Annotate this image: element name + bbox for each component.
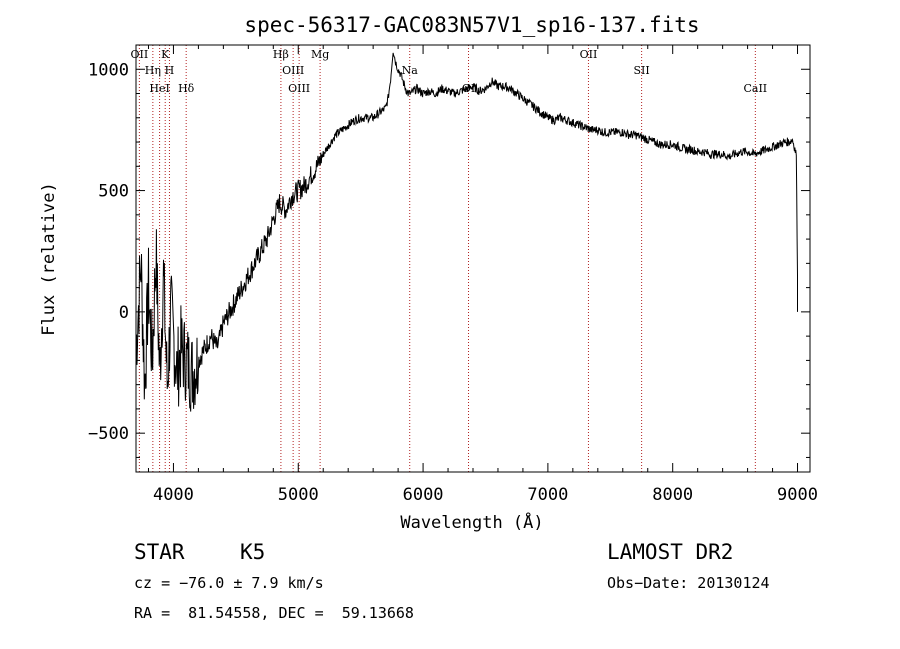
spectral-line-label: Hβ (273, 48, 289, 61)
plot-frame (135, 44, 811, 473)
spectral-line-label: CaII (743, 82, 767, 95)
object-class: STAR (134, 540, 185, 564)
ra-dec-coordinates: RA = 81.54558, DEC = 59.13668 (134, 604, 414, 622)
spectral-line-label: OIII (288, 82, 310, 95)
redshift-cz: cz = −76.0 ± 7.9 km/s (134, 574, 324, 592)
spectral-line-markers (138, 45, 756, 472)
spectral-line-label: OIII (282, 64, 304, 77)
y-tick-label: 0 (119, 303, 129, 323)
y-axis-label: Flux (relative) (39, 182, 59, 336)
x-tick-label: 5000 (278, 485, 319, 505)
spectral-line-label: SII (634, 64, 650, 77)
spectral-line-label: H (165, 64, 175, 77)
x-tick-label: 6000 (403, 485, 444, 505)
x-tick-label: 8000 (652, 485, 693, 505)
x-axis: 4000 5000 6000 7000 8000 9000 (147, 45, 818, 505)
spectral-line-label: OII (131, 48, 149, 61)
spectral-line-label: Hδ (178, 82, 195, 95)
spectral-line-label: K (161, 48, 170, 61)
y-axis: −500 0 500 1000 (88, 44, 810, 458)
x-axis-label: Wavelength (Å) (400, 511, 543, 533)
spectral-line-label: Na (402, 64, 419, 77)
x-tick-label: 4000 (153, 485, 194, 505)
spectral-line-label: OII (580, 48, 598, 61)
obs-date: Obs−Date: 20130124 (607, 574, 770, 592)
chart-title: spec-56317-GAC083N57V1_sp16-137.fits (244, 13, 699, 37)
spectral-line-label: Hη (145, 64, 161, 77)
object-subclass: K5 (240, 540, 266, 564)
y-tick-label: 500 (98, 182, 129, 202)
x-tick-label: 7000 (527, 485, 568, 505)
spectral-line-label: HeI (149, 82, 169, 95)
y-tick-label: 1000 (88, 60, 129, 80)
x-tick-label: 9000 (777, 485, 818, 505)
flux-line (135, 52, 798, 412)
y-tick-label: −500 (88, 424, 129, 444)
survey-name: LAMOST DR2 (607, 540, 734, 564)
spectral-line-label: Mg (311, 48, 329, 61)
